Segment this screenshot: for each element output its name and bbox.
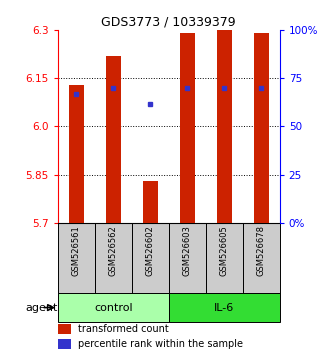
Text: GSM526602: GSM526602 [146, 225, 155, 275]
Bar [58, 324, 71, 335]
Text: IL-6: IL-6 [214, 303, 234, 313]
FancyBboxPatch shape [169, 223, 206, 293]
Bar [143, 181, 158, 223]
FancyBboxPatch shape [169, 293, 280, 322]
FancyBboxPatch shape [58, 223, 95, 293]
Title: GDS3773 / 10339379: GDS3773 / 10339379 [102, 16, 236, 29]
Text: percentile rank within the sample: percentile rank within the sample [78, 339, 243, 349]
Text: control: control [94, 303, 133, 313]
Text: GSM526678: GSM526678 [257, 225, 266, 276]
Bar [254, 33, 268, 223]
Bar [217, 30, 232, 223]
Text: transformed count: transformed count [78, 324, 168, 334]
FancyBboxPatch shape [58, 293, 169, 322]
Text: GSM526561: GSM526561 [72, 225, 81, 275]
FancyBboxPatch shape [132, 223, 169, 293]
FancyBboxPatch shape [95, 223, 132, 293]
Bar [180, 33, 195, 223]
Text: GSM526603: GSM526603 [183, 225, 192, 276]
Text: agent: agent [25, 303, 58, 313]
Bar [106, 56, 121, 223]
FancyBboxPatch shape [243, 223, 280, 293]
Text: GSM526605: GSM526605 [220, 225, 229, 275]
Bar [69, 85, 84, 223]
Bar [58, 339, 71, 349]
FancyBboxPatch shape [206, 223, 243, 293]
Text: GSM526562: GSM526562 [109, 225, 118, 275]
